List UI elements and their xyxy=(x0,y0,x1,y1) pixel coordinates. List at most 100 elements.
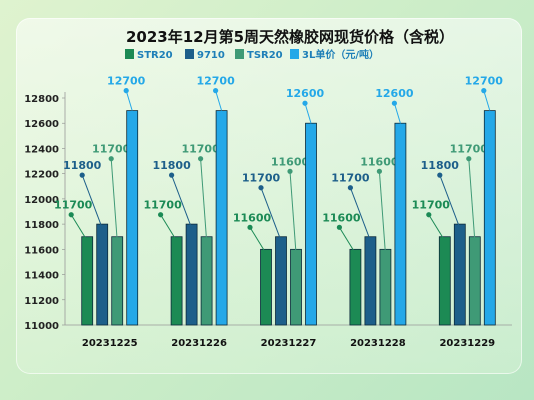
legend-swatch xyxy=(290,49,299,59)
label-leader-line xyxy=(200,158,208,241)
label-leader-line xyxy=(110,158,118,241)
y-tick-label: 11800 xyxy=(24,220,59,231)
y-tick-label: 12000 xyxy=(24,195,59,206)
bar xyxy=(215,110,228,326)
bar xyxy=(364,236,377,326)
x-tick-label: 20231229 xyxy=(439,338,495,349)
legend-swatch xyxy=(185,49,194,59)
label-leader-line xyxy=(349,187,371,241)
bar xyxy=(126,110,139,326)
bar xyxy=(275,236,287,326)
bar xyxy=(111,236,124,326)
data-label: 11700 xyxy=(92,143,131,156)
bar xyxy=(170,236,183,326)
label-leader-line xyxy=(81,174,103,229)
label-leader-dot xyxy=(198,156,204,162)
legend-swatch xyxy=(125,49,134,59)
label-leader-dot xyxy=(108,156,114,162)
label-leader-dot xyxy=(123,88,129,94)
label-leader-line xyxy=(439,174,461,229)
label-leader-dot xyxy=(287,168,293,174)
data-label: 12600 xyxy=(375,87,414,100)
label-leader-line xyxy=(125,90,133,111)
label-leader-dot xyxy=(426,212,432,218)
label-leader-line xyxy=(249,227,267,254)
data-label: 11700 xyxy=(181,143,220,156)
data-label: 12600 xyxy=(286,87,325,100)
label-leader-line xyxy=(304,103,312,124)
label-leader-dot xyxy=(247,224,253,230)
chart-title: 2023年12月第5周天然橡胶网现货价格（含税） xyxy=(126,28,454,46)
y-tick-label: 11200 xyxy=(24,296,59,307)
data-label: 12700 xyxy=(196,75,235,88)
x-tick-label: 20231225 xyxy=(82,338,138,349)
legend-label: 9710 xyxy=(197,50,225,61)
y-tick-label: 12600 xyxy=(24,119,59,130)
data-label: 12700 xyxy=(107,75,146,88)
label-leader-dot xyxy=(158,212,164,218)
x-tick-label: 20231228 xyxy=(350,338,406,349)
bar xyxy=(200,236,213,326)
label-leader-dot xyxy=(302,100,308,106)
data-label: 11600 xyxy=(322,211,361,224)
label-leader-line xyxy=(171,174,193,229)
data-label: 11700 xyxy=(54,199,93,212)
bar xyxy=(305,122,317,326)
bar xyxy=(96,223,109,326)
label-leader-dot xyxy=(79,172,85,178)
data-label: 11600 xyxy=(360,155,399,168)
legend-label: 3L单价（元/吨） xyxy=(302,48,379,61)
y-tick-label: 12200 xyxy=(24,170,59,181)
label-leader-dot xyxy=(68,212,74,218)
y-tick-label: 11400 xyxy=(24,271,59,282)
legend-swatch xyxy=(235,49,244,59)
bar xyxy=(260,248,272,326)
x-tick-label: 20231227 xyxy=(261,338,317,349)
label-leader-dot xyxy=(437,172,443,178)
label-leader-line xyxy=(468,158,476,241)
label-leader-line xyxy=(338,227,356,254)
label-leader-line xyxy=(483,90,491,111)
label-leader-dot xyxy=(213,88,219,94)
data-label: 11700 xyxy=(242,172,281,185)
label-leader-line xyxy=(160,214,178,241)
data-label: 11700 xyxy=(450,143,489,156)
label-leader-line xyxy=(70,214,88,241)
data-label: 11700 xyxy=(143,199,182,212)
label-leader-dot xyxy=(466,156,472,162)
label-leader-dot xyxy=(258,185,264,191)
data-label: 11800 xyxy=(152,159,191,172)
bar xyxy=(349,248,362,326)
bar xyxy=(468,236,481,326)
bar xyxy=(483,110,496,326)
bar xyxy=(453,223,466,326)
y-tick-label: 12400 xyxy=(24,144,59,155)
label-leader-line xyxy=(289,171,297,254)
bar xyxy=(438,236,451,326)
label-leader-dot xyxy=(336,224,342,230)
y-tick-label: 11000 xyxy=(24,321,59,332)
bar xyxy=(185,223,198,326)
label-leader-line xyxy=(378,171,386,254)
data-label: 11800 xyxy=(63,159,102,172)
data-label: 11600 xyxy=(233,211,272,224)
bar xyxy=(290,248,302,326)
data-label: 12700 xyxy=(465,75,504,88)
bar xyxy=(379,248,392,326)
label-leader-dot xyxy=(481,88,487,94)
bar xyxy=(394,122,407,326)
label-leader-dot xyxy=(376,168,382,174)
bar xyxy=(81,236,94,326)
legend-label: STR20 xyxy=(137,50,173,61)
label-leader-line xyxy=(260,187,282,241)
label-leader-line xyxy=(428,214,446,241)
data-label: 11700 xyxy=(331,172,370,185)
label-leader-dot xyxy=(347,185,353,191)
label-leader-dot xyxy=(391,100,397,106)
label-leader-line xyxy=(215,90,223,111)
y-tick-label: 11600 xyxy=(24,245,59,256)
data-label: 11800 xyxy=(421,159,460,172)
legend-label: TSR20 xyxy=(247,50,283,61)
